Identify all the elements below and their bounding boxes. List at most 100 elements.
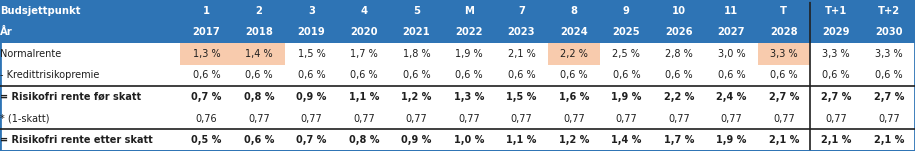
Text: 0,77: 0,77 [511, 114, 533, 124]
Text: 1,7 %: 1,7 % [663, 135, 694, 145]
Text: 1,2 %: 1,2 % [559, 135, 589, 145]
Text: 2021: 2021 [403, 27, 430, 37]
Text: 1,7 %: 1,7 % [350, 49, 378, 59]
Text: - Kredittrisikopremie: - Kredittrisikopremie [0, 71, 100, 80]
Text: 2020: 2020 [350, 27, 378, 37]
Text: 11: 11 [724, 6, 738, 16]
Text: 0,8 %: 0,8 % [243, 92, 274, 102]
Text: 0,76: 0,76 [196, 114, 217, 124]
Text: 2025: 2025 [612, 27, 640, 37]
Text: 1,2 %: 1,2 % [402, 92, 432, 102]
Text: 0,77: 0,77 [458, 114, 479, 124]
Text: Budsjettpunkt: Budsjettpunkt [0, 6, 81, 16]
Text: T: T [780, 6, 787, 16]
Text: 1,9 %: 1,9 % [455, 49, 483, 59]
Text: Normalrente: Normalrente [0, 49, 61, 59]
Bar [758, 43, 810, 65]
Text: 2019: 2019 [297, 27, 326, 37]
Bar [0, 22, 915, 43]
Text: 1,1 %: 1,1 % [506, 135, 536, 145]
Text: 1,3 %: 1,3 % [454, 92, 484, 102]
Text: 1,1 %: 1,1 % [349, 92, 379, 102]
Bar [0, 129, 915, 151]
Text: År: År [0, 27, 13, 37]
Text: 0,6 %: 0,6 % [875, 71, 902, 80]
Text: 2017: 2017 [193, 27, 221, 37]
Text: 0,7 %: 0,7 % [296, 135, 327, 145]
Bar [0, 0, 915, 22]
Text: 2,2 %: 2,2 % [663, 92, 694, 102]
Text: 0,6 %: 0,6 % [770, 71, 798, 80]
Bar [547, 43, 600, 65]
Text: 2,1 %: 2,1 % [821, 135, 852, 145]
Text: 0,6 %: 0,6 % [350, 71, 378, 80]
Text: 0,6 %: 0,6 % [297, 71, 325, 80]
Text: 0,6 %: 0,6 % [665, 71, 693, 80]
Text: 0,6 %: 0,6 % [560, 71, 587, 80]
Text: 2: 2 [255, 6, 263, 16]
Text: 0,77: 0,77 [616, 114, 637, 124]
Text: M: M [464, 6, 474, 16]
Text: 2,4 %: 2,4 % [716, 92, 747, 102]
Text: = Risikofri rente før skatt: = Risikofri rente før skatt [0, 92, 142, 102]
Text: 0,77: 0,77 [668, 114, 690, 124]
Text: 0,77: 0,77 [720, 114, 742, 124]
Text: 0,6 %: 0,6 % [455, 71, 483, 80]
Text: 0,6 %: 0,6 % [245, 71, 273, 80]
Bar [0, 108, 915, 129]
Text: 0,5 %: 0,5 % [191, 135, 221, 145]
Text: 1,5 %: 1,5 % [297, 49, 326, 59]
Text: 0,6 %: 0,6 % [612, 71, 640, 80]
Text: 1,9 %: 1,9 % [716, 135, 747, 145]
Text: 0,77: 0,77 [405, 114, 427, 124]
Text: 0,7 %: 0,7 % [191, 92, 221, 102]
Text: 0,77: 0,77 [301, 114, 322, 124]
Text: 2024: 2024 [560, 27, 587, 37]
Text: 2,1 %: 2,1 % [769, 135, 799, 145]
Text: 0,9 %: 0,9 % [296, 92, 327, 102]
Text: 1,6 %: 1,6 % [559, 92, 589, 102]
Text: 2,8 %: 2,8 % [665, 49, 693, 59]
Text: 1,9 %: 1,9 % [611, 92, 641, 102]
Text: 8: 8 [570, 6, 577, 16]
Text: = Risikofri rente etter skatt: = Risikofri rente etter skatt [0, 135, 153, 145]
Text: 0,6 %: 0,6 % [243, 135, 274, 145]
Text: 1,5 %: 1,5 % [506, 92, 536, 102]
Text: 2028: 2028 [770, 27, 798, 37]
Text: 3: 3 [308, 6, 315, 16]
Text: 3,0 %: 3,0 % [717, 49, 745, 59]
Text: 0,6 %: 0,6 % [823, 71, 850, 80]
Text: 2022: 2022 [455, 27, 482, 37]
Text: 10: 10 [672, 6, 686, 16]
Text: 4: 4 [361, 6, 368, 16]
Text: 2,1 %: 2,1 % [874, 135, 904, 145]
Text: 9: 9 [623, 6, 630, 16]
Text: 0,77: 0,77 [825, 114, 847, 124]
Text: 1,3 %: 1,3 % [193, 49, 221, 59]
Text: 0,77: 0,77 [248, 114, 270, 124]
Text: 1: 1 [203, 6, 210, 16]
Text: 0,6 %: 0,6 % [717, 71, 745, 80]
Text: 2027: 2027 [717, 27, 745, 37]
Bar [180, 43, 232, 65]
Bar [232, 43, 285, 65]
Text: 3,3 %: 3,3 % [823, 49, 850, 59]
Text: 0,77: 0,77 [353, 114, 375, 124]
Text: 1,4 %: 1,4 % [245, 49, 273, 59]
Text: 5: 5 [413, 6, 420, 16]
Text: 2,7 %: 2,7 % [874, 92, 904, 102]
Text: 2,2 %: 2,2 % [560, 49, 587, 59]
Text: 2030: 2030 [875, 27, 902, 37]
Text: 7: 7 [518, 6, 525, 16]
Text: 1,4 %: 1,4 % [611, 135, 641, 145]
Text: 3,3 %: 3,3 % [770, 49, 798, 59]
Text: 0,8 %: 0,8 % [349, 135, 379, 145]
Text: 2029: 2029 [823, 27, 850, 37]
Text: 1,0 %: 1,0 % [454, 135, 484, 145]
Text: 0,6 %: 0,6 % [508, 71, 535, 80]
Text: 2,5 %: 2,5 % [612, 49, 640, 59]
Bar [0, 43, 915, 65]
Bar [0, 86, 915, 108]
Text: 2,1 %: 2,1 % [508, 49, 535, 59]
Text: 3,3 %: 3,3 % [875, 49, 902, 59]
